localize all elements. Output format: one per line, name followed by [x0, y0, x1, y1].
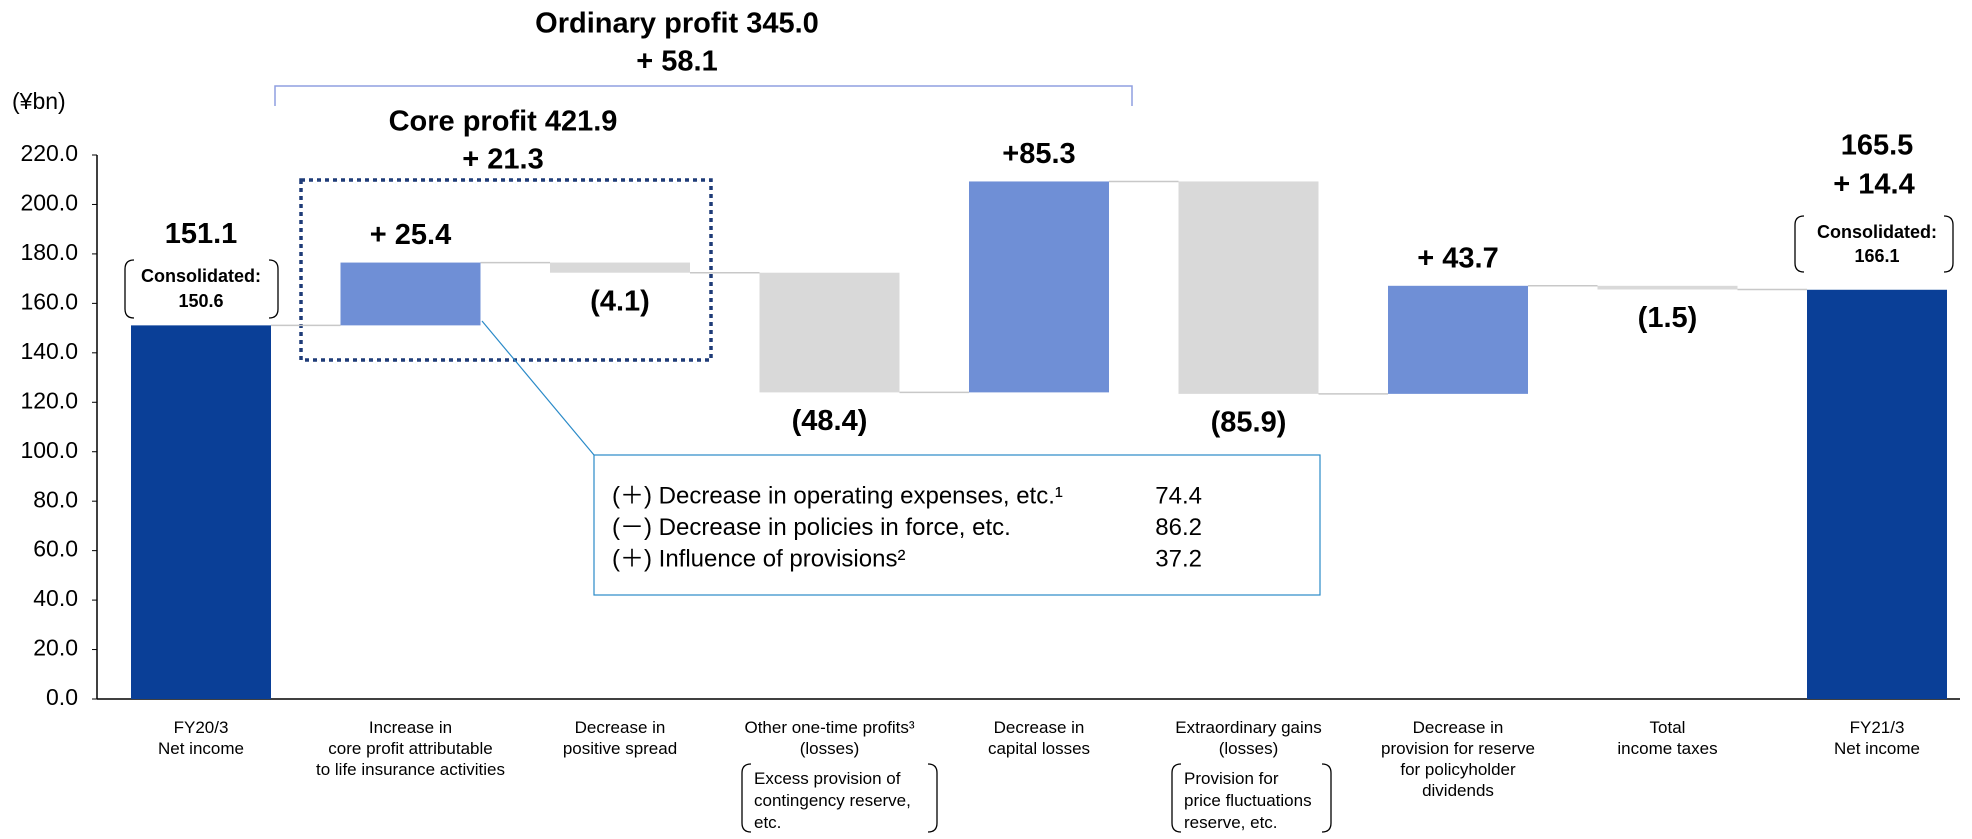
y-tick-label: 80.0 [33, 486, 78, 512]
y-tick-label: 160.0 [20, 288, 78, 314]
x-tick-label: FY21/3 Net income [1834, 718, 1920, 758]
x-tick-label: Increase in core profit attributable to li… [316, 718, 505, 779]
core-profit-box [299, 178, 713, 362]
breakdown-value: 74.4 [1155, 482, 1202, 509]
bar [759, 272, 900, 393]
consolidated-value: 166.1 [1854, 246, 1899, 266]
y-tick-label: 140.0 [20, 338, 78, 364]
y-tick-label: 20.0 [33, 635, 78, 661]
bracket [124, 259, 135, 319]
bar [340, 262, 481, 326]
core-profit-change: + 21.3 [462, 144, 543, 176]
bracket [927, 763, 938, 833]
bar [1178, 181, 1319, 394]
bar [1807, 289, 1947, 699]
consolidated-label: Consolidated: [141, 266, 261, 286]
value-label: 165.5 [1841, 129, 1914, 161]
x-tick-label: Total income taxes [1617, 718, 1717, 758]
x-tick-label: Other one-time profits³ (losses) [744, 718, 914, 758]
x-tick-label: Decrease in capital losses [988, 718, 1090, 758]
y-tick-label: 100.0 [20, 437, 78, 463]
x-tick-label: Decrease in provision for reserve for poli… [1381, 718, 1535, 800]
y-tick-label: 180.0 [20, 239, 78, 265]
breakdown-value: 86.2 [1155, 514, 1202, 541]
value-label: 151.1 [165, 218, 238, 250]
value-label: (4.1) [590, 285, 650, 317]
bracket [268, 259, 279, 319]
bracket [1171, 763, 1182, 833]
value-label: (85.9) [1211, 407, 1287, 439]
breakdown-box [593, 454, 1321, 596]
consolidated-box [125, 260, 278, 318]
consolidated-label: Consolidated: [1817, 222, 1937, 242]
x-tick-label: FY20/3 Net income [158, 718, 244, 758]
y-tick-label: 60.0 [33, 536, 78, 562]
y-tick-label: 0.0 [46, 684, 78, 710]
ordinary-profit-label: Ordinary profit 345.0 [535, 8, 819, 40]
value-label: + 25.4 [370, 219, 451, 251]
category-note: Excess provision of contingency reserve, e… [754, 769, 911, 832]
category-note: Provision for price fluctuations reserve, … [1184, 769, 1312, 832]
last-change: + 14.4 [1833, 169, 1914, 201]
x-tick-label: Extraordinary gains (losses) [1175, 718, 1321, 758]
ordinary-profit-bracket [274, 85, 1133, 106]
bar [1597, 285, 1738, 290]
y-tick-label: 40.0 [33, 585, 78, 611]
y-tick-label: 220.0 [20, 140, 78, 166]
bracket [1321, 763, 1332, 833]
breakdown-value: 37.2 [1155, 545, 1202, 572]
core-profit-label: Core profit 421.9 [389, 106, 618, 138]
breakdown-text: (－) Decrease in policies in force, etc. [612, 514, 1011, 541]
bar [1388, 285, 1528, 394]
y-tick-label: 200.0 [20, 190, 78, 216]
consolidated-box [1795, 216, 1953, 272]
value-label: +85.3 [1002, 138, 1075, 170]
value-label: (1.5) [1638, 302, 1698, 334]
bar [550, 262, 690, 273]
y-tick-label: 120.0 [20, 387, 78, 413]
unit-label: (¥bn) [12, 88, 66, 114]
breakdown-text: (＋) Decrease in operating expenses, etc.… [612, 482, 1063, 509]
breakdown-text: (＋) Influence of provisions² [612, 545, 905, 572]
bar [131, 325, 271, 699]
bar [969, 181, 1109, 393]
bracket [741, 763, 752, 833]
value-label: + 43.7 [1417, 242, 1498, 274]
consolidated-value: 150.6 [178, 291, 223, 311]
bracket [1943, 215, 1954, 273]
bracket [1794, 215, 1805, 273]
value-label: (48.4) [792, 405, 868, 437]
x-tick-label: Decrease in positive spread [563, 718, 677, 758]
ordinary-profit-change: + 58.1 [636, 46, 717, 78]
callout-line [481, 320, 595, 456]
